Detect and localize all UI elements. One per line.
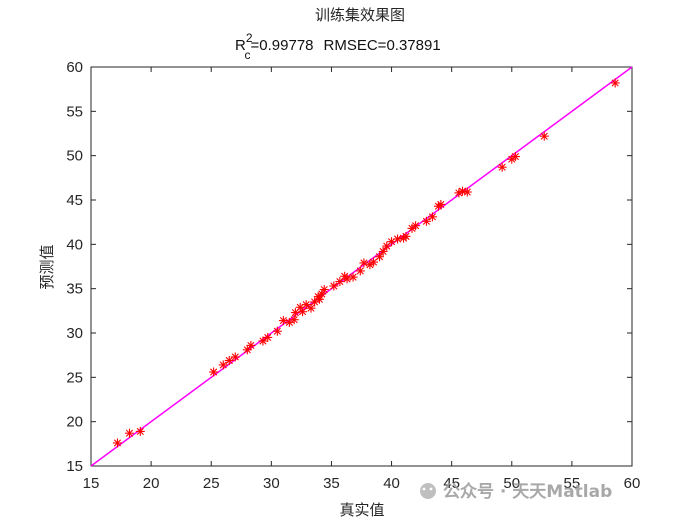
y-tick-label: 50	[66, 148, 83, 165]
data-point	[242, 345, 252, 355]
watermark: 公众号 · 天天Matlab	[420, 481, 612, 502]
data-point	[497, 162, 507, 172]
x-tick-label: 20	[143, 475, 160, 492]
data-point	[246, 340, 256, 350]
y-tick-label: 15	[66, 458, 83, 475]
x-tick-label: 50	[503, 475, 520, 492]
data-point	[382, 241, 392, 251]
data-point	[314, 294, 324, 304]
data-point	[306, 303, 316, 313]
x-tick-label: 55	[564, 475, 581, 492]
x-tick-label: 35	[323, 475, 340, 492]
x-tick-label: 45	[443, 475, 460, 492]
data-point	[378, 246, 388, 256]
data-point	[112, 438, 122, 448]
data-point	[329, 281, 339, 291]
data-point	[230, 352, 240, 362]
data-point	[218, 360, 228, 370]
data-point	[427, 212, 437, 222]
r-label: R	[235, 37, 246, 54]
data-point	[272, 326, 282, 336]
data-point	[335, 277, 345, 287]
data-point	[135, 426, 145, 436]
data-point	[610, 78, 620, 88]
data-point	[539, 131, 549, 141]
data-point	[393, 234, 403, 244]
data-point	[462, 187, 472, 197]
x-tick-label: 30	[263, 475, 280, 492]
x-tick-label: 40	[383, 475, 400, 492]
data-point	[436, 199, 446, 209]
data-markers	[112, 78, 620, 448]
data-point	[355, 266, 365, 276]
rmsec-value: RMSEC=0.37891	[324, 37, 441, 54]
axis-ticks: 15 20 25 30 35 40 45 50 55 60 15 20 25 30 35 40 45 50 55 60	[66, 59, 640, 492]
data-point	[342, 274, 352, 284]
data-point	[401, 231, 411, 241]
chart-subtitle: R2 c=0.99778 RMSEC=0.37891	[235, 31, 441, 62]
r-value: =0.99778	[251, 37, 314, 54]
x-tick-label: 60	[624, 475, 641, 492]
data-point	[319, 285, 329, 295]
y-tick-label: 20	[66, 414, 83, 431]
plot-area: 15 20 25 30 35 40 45 50 55 60 15 20 25 30 35 40 45 50 55 60	[66, 59, 640, 492]
data-point	[258, 336, 268, 346]
data-point	[375, 252, 385, 262]
y-tick-label: 55	[66, 103, 83, 120]
data-point	[510, 152, 520, 162]
data-point	[278, 316, 288, 326]
data-point	[359, 258, 369, 268]
y-tick-label: 40	[66, 236, 83, 253]
data-point	[421, 216, 431, 226]
y-tick-label: 60	[66, 59, 83, 76]
data-point	[301, 300, 311, 310]
r-superscript: 2	[246, 31, 253, 45]
x-tick-label: 25	[203, 475, 220, 492]
data-point	[124, 428, 134, 438]
data-point	[289, 315, 299, 325]
y-tick-label: 45	[66, 192, 83, 209]
y-tick-label: 25	[66, 369, 83, 386]
data-point	[411, 221, 421, 231]
y-axis-label: 预测值	[38, 244, 56, 289]
chart-title: 训练集效果图	[315, 6, 405, 24]
data-point	[209, 367, 219, 377]
watermark-text: 公众号 · 天天Matlab	[443, 481, 612, 502]
data-point	[369, 257, 379, 267]
data-point	[224, 355, 234, 365]
data-point	[348, 272, 358, 282]
y-tick-label: 30	[66, 325, 83, 342]
r-subscript: c	[245, 48, 251, 62]
data-point	[263, 332, 273, 342]
wechat-icon	[420, 483, 436, 499]
x-tick-label: 15	[83, 475, 100, 492]
x-axis-label: 真实值	[339, 501, 384, 519]
y-tick-label: 35	[66, 281, 83, 298]
